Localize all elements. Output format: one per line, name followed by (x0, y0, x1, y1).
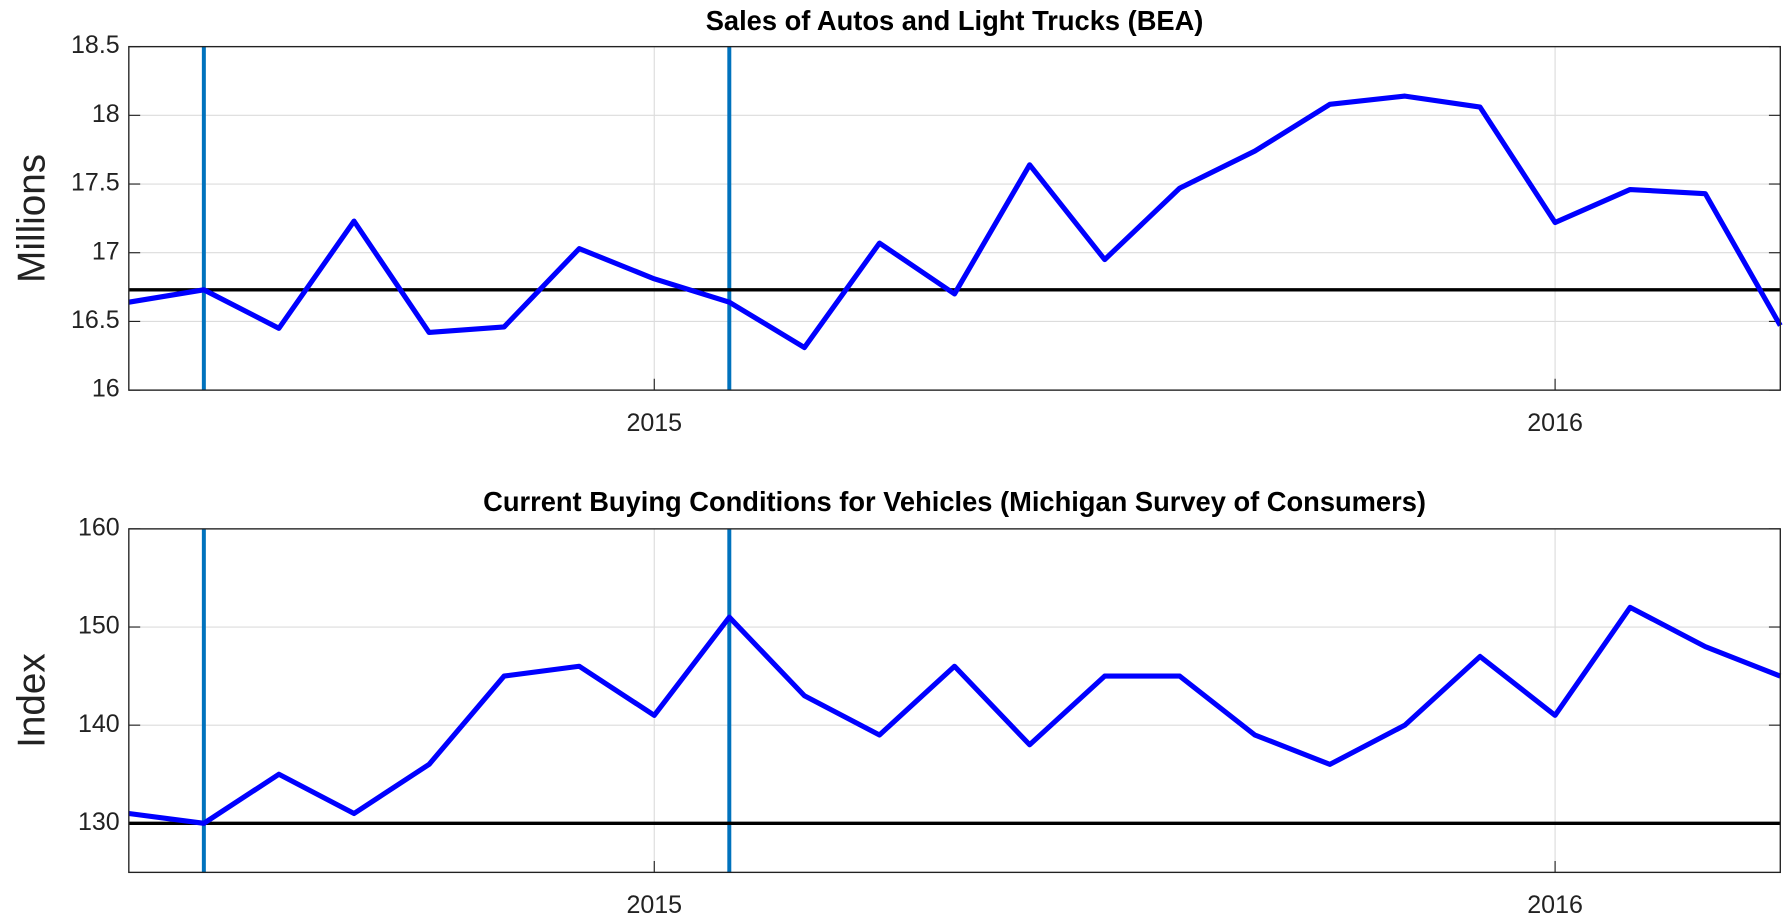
y-tick-label: 16 (92, 375, 120, 403)
chart-title: Current Buying Conditions for Vehicles (… (483, 486, 1426, 517)
y-tick-label: 18.5 (71, 31, 120, 59)
y-tick-label: 150 (78, 612, 120, 640)
chart-title: Sales of Autos and Light Trucks (BEA) (706, 5, 1204, 36)
plot-frame (128, 528, 1781, 874)
y-axis-label: Index (11, 653, 54, 748)
y-tick-label: 160 (78, 513, 120, 541)
plot-frame (128, 45, 1781, 391)
x-tick-label: 2016 (1527, 409, 1583, 437)
x-tick-label: 2015 (626, 409, 682, 437)
y-tick-label: 130 (78, 808, 120, 836)
data-line (128, 93, 1783, 351)
y-tick-label: 17.5 (71, 169, 120, 197)
x-tick-label: 2015 (626, 891, 682, 919)
y-tick-label: 16.5 (71, 306, 120, 334)
y-tick-label: 17 (92, 237, 120, 265)
data-line (128, 604, 1782, 826)
x-tick-label: 2016 (1527, 891, 1583, 919)
y-axis-label: Millions (11, 154, 54, 283)
y-tick-label: 140 (78, 710, 120, 738)
y-tick-label: 18 (92, 100, 120, 128)
